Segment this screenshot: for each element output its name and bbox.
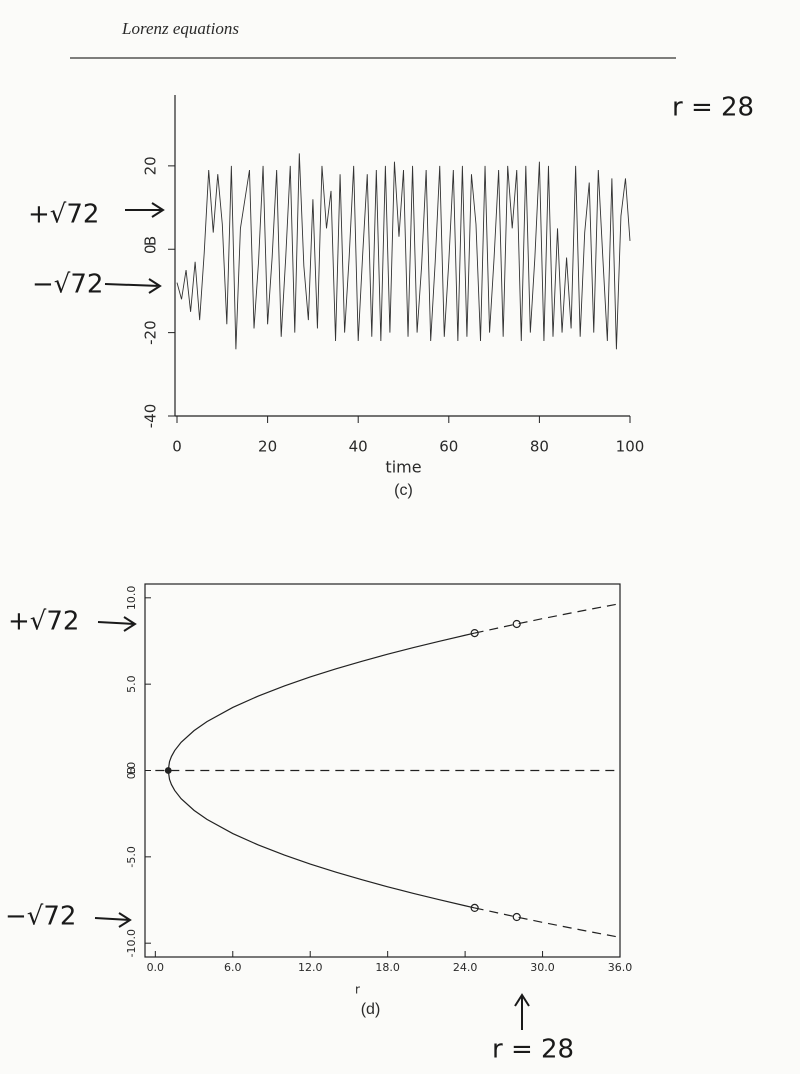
x-tick-label: 100 xyxy=(616,438,645,456)
x-tick-label: 36.0 xyxy=(608,961,633,974)
annotation: −√72 xyxy=(5,902,76,932)
data-line xyxy=(167,770,475,909)
x-tick-label: 40 xyxy=(349,438,368,456)
x-tick-label: 24.0 xyxy=(453,961,478,974)
x-axis-label: r xyxy=(355,983,360,997)
data-line xyxy=(167,632,475,771)
data-line xyxy=(474,603,621,634)
y-tick-label: 5.0 xyxy=(125,675,138,693)
annotation: −√72 xyxy=(32,270,103,300)
point xyxy=(512,619,521,629)
y-tick-label: -40 xyxy=(142,404,160,429)
annotation: r = 28 xyxy=(672,93,754,123)
y-tick-label: 0.0 xyxy=(125,762,138,780)
y-axis-label: B xyxy=(125,767,138,775)
annotation: +√72 xyxy=(28,200,99,230)
point xyxy=(470,903,479,913)
x-tick-label: 80 xyxy=(530,438,549,456)
point xyxy=(512,912,521,922)
point xyxy=(164,767,172,774)
y-tick-label: 0 xyxy=(142,244,160,254)
arrow xyxy=(94,912,132,928)
running-head: Lorenz equations xyxy=(121,19,239,38)
arrow xyxy=(125,202,165,218)
x-tick-label: 6.0 xyxy=(224,961,242,974)
arrow xyxy=(104,278,162,294)
y-tick-label: 20 xyxy=(142,156,160,175)
caption: (c) xyxy=(394,482,413,499)
y-axis-label: B xyxy=(142,236,160,246)
x-tick-label: 30.0 xyxy=(530,961,555,974)
x-tick-label: 20 xyxy=(258,438,277,456)
annotation: r = 28 xyxy=(492,1035,574,1065)
arrow xyxy=(514,993,530,1030)
arrow xyxy=(97,616,137,632)
x-tick-label: 60 xyxy=(439,438,458,456)
data-line xyxy=(474,907,621,938)
x-axis-label: time xyxy=(385,458,421,477)
y-tick-label: -20 xyxy=(142,320,160,345)
x-tick-label: 12.0 xyxy=(298,961,323,974)
x-tick-label: 18.0 xyxy=(375,961,400,974)
y-tick-label: -5.0 xyxy=(125,846,138,867)
data-line xyxy=(176,153,631,350)
caption: (d) xyxy=(361,1001,381,1018)
x-tick-label: 0 xyxy=(172,438,182,456)
point xyxy=(470,628,479,638)
annotation: +√72 xyxy=(8,607,79,637)
y-tick-label: -10.0 xyxy=(125,929,138,957)
y-tick-label: 10.0 xyxy=(125,586,138,611)
x-tick-label: 0.0 xyxy=(147,961,165,974)
